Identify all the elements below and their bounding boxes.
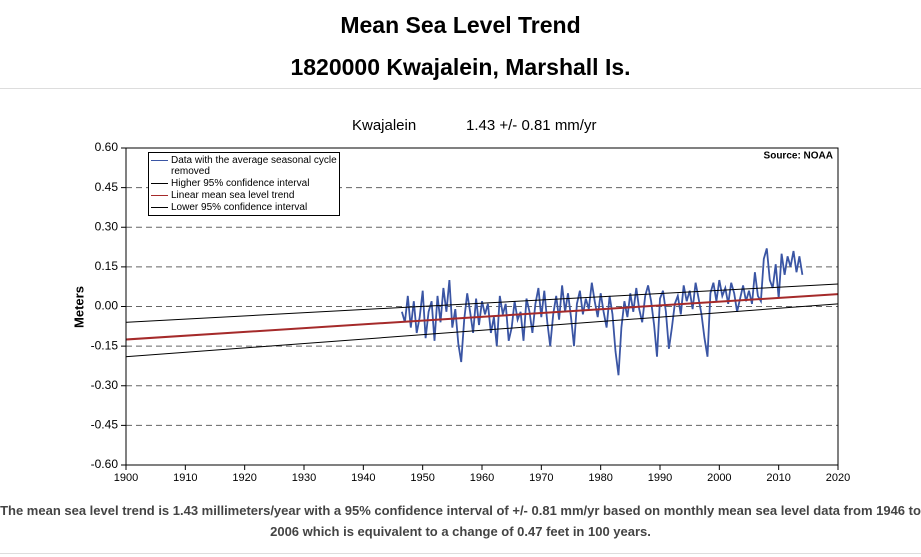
series-line bbox=[125, 293, 839, 341]
legend-swatch bbox=[151, 195, 168, 196]
series-line bbox=[401, 248, 804, 376]
x-tick-label: 1980 bbox=[588, 472, 612, 484]
page-subtitle: 1820000 Kwajalein, Marshall Is. bbox=[290, 54, 631, 80]
chart-subtitle: 1.43 +/- 0.81 mm/yr bbox=[466, 117, 596, 134]
y-tick-label: 0.60 bbox=[95, 140, 119, 154]
x-tick-label: 1900 bbox=[114, 472, 138, 484]
annotation: Source: NOAA bbox=[764, 151, 833, 162]
x-tick-label: 1950 bbox=[410, 472, 434, 484]
series-line bbox=[125, 283, 839, 323]
legend-swatch bbox=[151, 160, 168, 161]
y-axis-label: Meters bbox=[71, 286, 86, 328]
y-tick-label: -0.60 bbox=[91, 457, 119, 471]
y-tick-label: 0.45 bbox=[95, 180, 119, 194]
page-title: Mean Sea Level Trend bbox=[340, 12, 581, 38]
y-tick-label: -0.30 bbox=[91, 378, 119, 392]
legend-entry: Linear mean sea level trend bbox=[151, 190, 337, 201]
x-tick-label: 1970 bbox=[529, 472, 553, 484]
legend-entry: Data with the average seasonal cycle rem… bbox=[151, 155, 337, 177]
legend-entry: Higher 95% confidence interval bbox=[151, 178, 337, 189]
legend-label: Linear mean sea level trend bbox=[171, 190, 295, 201]
x-tick-label: 1910 bbox=[173, 472, 197, 484]
chart-title: Kwajalein bbox=[352, 117, 416, 134]
x-tick-label: 2010 bbox=[766, 472, 790, 484]
legend-label: Data with the average seasonal cycle rem… bbox=[171, 155, 337, 177]
y-tick-label: 0.15 bbox=[95, 259, 119, 273]
series-line bbox=[125, 303, 839, 358]
x-tick-label: 1990 bbox=[648, 472, 672, 484]
y-tick-label: 0.30 bbox=[95, 219, 119, 233]
x-tick-label: 1940 bbox=[351, 472, 375, 484]
plot-frame bbox=[125, 147, 839, 466]
x-tick-label: 1920 bbox=[232, 472, 256, 484]
legend-entry: Lower 95% confidence interval bbox=[151, 202, 337, 213]
y-tick-label: 0.00 bbox=[95, 299, 119, 313]
separator bbox=[0, 88, 921, 89]
legend-label: Higher 95% confidence interval bbox=[171, 178, 310, 189]
x-tick-label: 2020 bbox=[826, 472, 850, 484]
y-tick-label: -0.45 bbox=[91, 418, 119, 432]
separator bbox=[0, 553, 921, 554]
footer: The mean sea level trend is 1.43 millime… bbox=[0, 503, 921, 539]
x-tick-label: 1930 bbox=[292, 472, 316, 484]
y-tick-label: -0.15 bbox=[91, 338, 119, 352]
x-tick-label: 1960 bbox=[470, 472, 494, 484]
legend-swatch bbox=[151, 183, 168, 184]
x-tick-label: 2000 bbox=[707, 472, 731, 484]
legend-swatch bbox=[151, 207, 168, 208]
legend-label: Lower 95% confidence interval bbox=[171, 202, 308, 213]
legend: Data with the average seasonal cycle rem… bbox=[148, 152, 340, 216]
